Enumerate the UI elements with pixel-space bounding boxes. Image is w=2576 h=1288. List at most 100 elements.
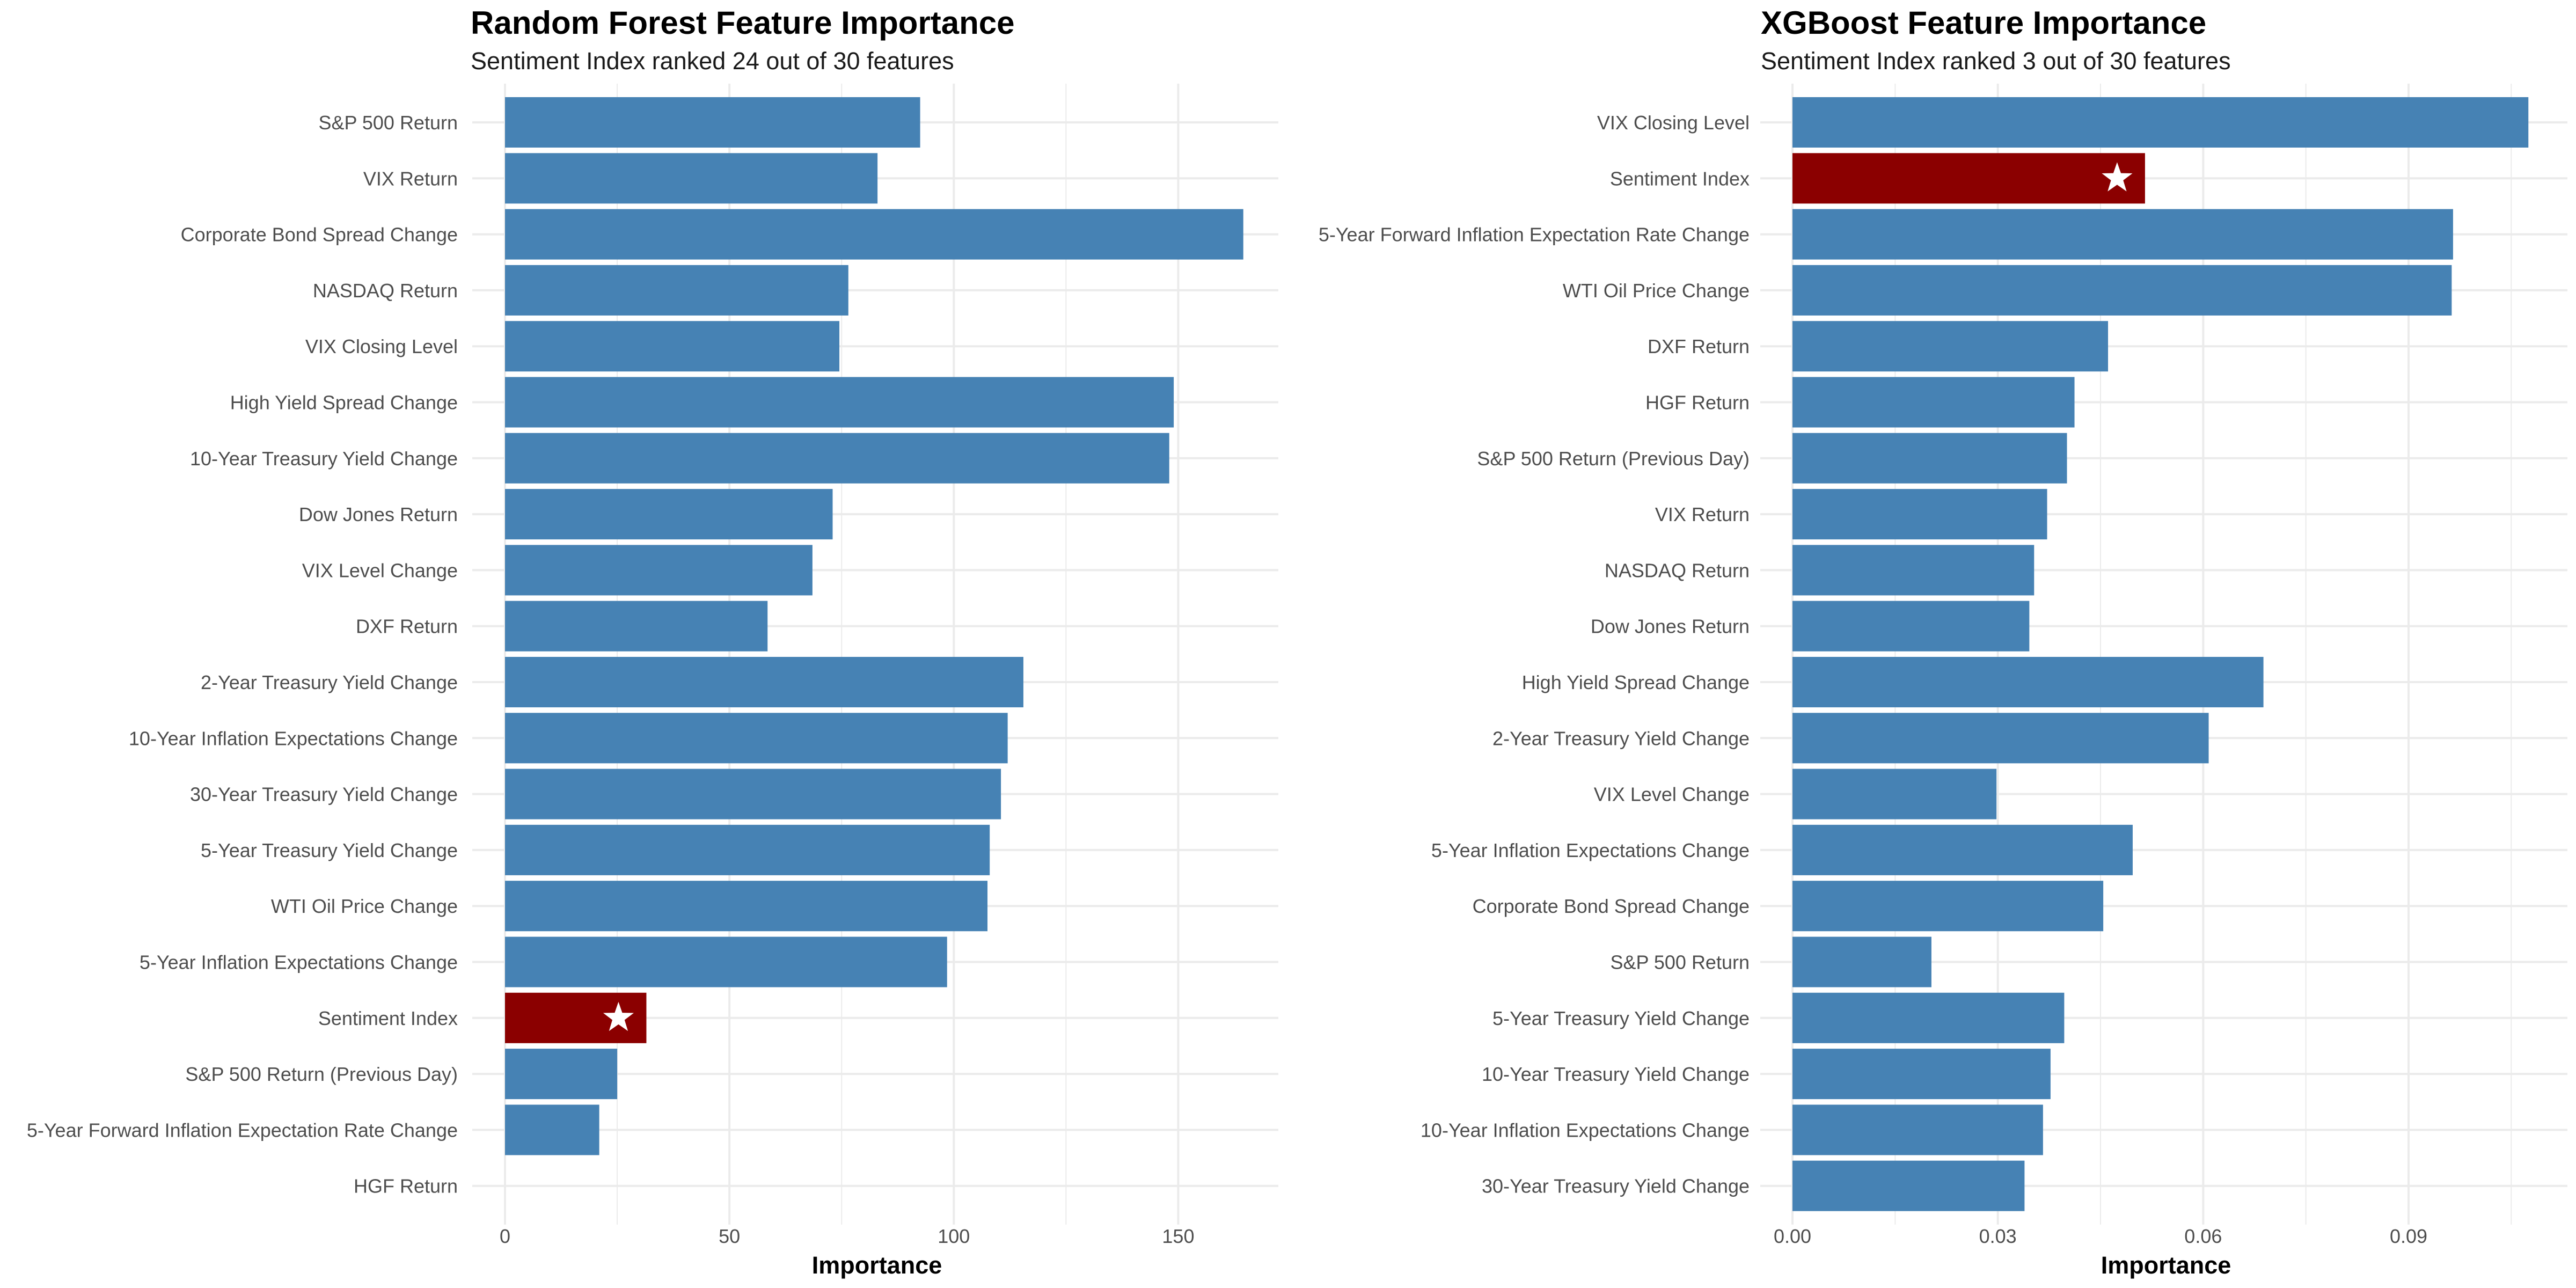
x-tick-label: 50 bbox=[719, 1225, 740, 1247]
bar bbox=[1792, 1160, 2025, 1211]
xgboost-chart: VIX Closing Level Sentiment Index 5-Year F… bbox=[1319, 83, 2567, 1247]
category-label: Dow Jones Return bbox=[1591, 616, 1750, 638]
bar bbox=[505, 321, 840, 372]
bar bbox=[1792, 321, 2109, 372]
category-label: S&P 500 Return bbox=[1610, 952, 1750, 974]
bar bbox=[505, 601, 768, 652]
bar bbox=[1792, 209, 2453, 260]
bar bbox=[505, 153, 878, 204]
bar bbox=[505, 657, 1023, 707]
x-axis-title: Importance bbox=[2101, 1252, 2231, 1279]
bar bbox=[1792, 545, 2035, 596]
chart-title: Random Forest Feature Importance bbox=[471, 5, 1015, 41]
category-label: Sentiment Index bbox=[318, 1007, 458, 1029]
category-label: 10-Year Treasury Yield Change bbox=[1482, 1063, 1750, 1085]
x-tick-labels: 0.00 0.03 0.06 0.09 bbox=[1774, 1225, 2427, 1247]
category-label: VIX Return bbox=[363, 167, 458, 189]
bar bbox=[505, 209, 1243, 260]
category-label: 2-Year Treasury Yield Change bbox=[201, 671, 458, 693]
category-label: WTI Oil Price Change bbox=[271, 895, 458, 917]
category-label: VIX Level Change bbox=[302, 559, 458, 581]
chart-subtitle: Sentiment Index ranked 24 out of 30 feat… bbox=[471, 47, 954, 75]
category-label: 5-Year Forward Inflation Expectation Rat… bbox=[1319, 224, 1750, 246]
bars bbox=[505, 97, 1243, 1155]
bar bbox=[505, 489, 833, 540]
bar bbox=[1792, 936, 1931, 987]
highlight-bar bbox=[1792, 153, 2145, 204]
category-labels: VIX Closing Level Sentiment Index 5-Year F… bbox=[1319, 112, 1750, 1197]
star-marker-icon bbox=[603, 1001, 634, 1031]
bar bbox=[1792, 377, 2075, 428]
x-tick-label: 0.09 bbox=[2390, 1225, 2427, 1247]
x-tick-label: 0.06 bbox=[2184, 1225, 2222, 1247]
bar bbox=[505, 1049, 618, 1100]
category-label: DXF Return bbox=[356, 616, 458, 638]
bars bbox=[1792, 97, 2529, 1211]
x-tick-label: 100 bbox=[938, 1225, 970, 1247]
category-label: Corporate Bond Spread Change bbox=[1473, 895, 1750, 917]
x-tick-label: 0.03 bbox=[1979, 1225, 2017, 1247]
category-label: WTI Oil Price Change bbox=[1563, 280, 1750, 302]
x-tick-label: 0.00 bbox=[1774, 1225, 1811, 1247]
xgboost-panel: VIX Closing Level Sentiment Index 5-Year F… bbox=[1288, 0, 2576, 1288]
x-axis-title: Importance bbox=[811, 1252, 942, 1279]
category-label: 5-Year Inflation Expectations Change bbox=[140, 952, 458, 974]
bar bbox=[505, 881, 988, 932]
bar bbox=[1792, 265, 2452, 316]
category-label: 2-Year Treasury Yield Change bbox=[1492, 727, 1750, 749]
category-label: 30-Year Treasury Yield Change bbox=[190, 784, 458, 806]
category-label: 10-Year Treasury Yield Change bbox=[190, 448, 458, 470]
bar bbox=[1792, 824, 2133, 875]
category-label: 5-Year Treasury Yield Change bbox=[201, 839, 458, 861]
category-label: S&P 500 Return (Previous Day) bbox=[185, 1063, 458, 1085]
bar bbox=[505, 1104, 599, 1155]
bar bbox=[1792, 601, 2030, 652]
bar bbox=[1792, 713, 2209, 764]
bar bbox=[1792, 1104, 2043, 1155]
category-label: 10-Year Inflation Expectations Change bbox=[1421, 1119, 1750, 1141]
bar bbox=[505, 713, 1008, 764]
category-label: NASDAQ Return bbox=[1605, 559, 1750, 581]
x-tick-label: 150 bbox=[1162, 1225, 1194, 1247]
x-tick-labels: 0 50 100 150 bbox=[500, 1225, 1195, 1247]
category-label: Sentiment Index bbox=[1610, 167, 1750, 189]
bar bbox=[1792, 881, 2104, 932]
category-label: VIX Closing Level bbox=[305, 335, 458, 357]
category-label: 5-Year Forward Inflation Expectation Rat… bbox=[27, 1119, 458, 1141]
bar bbox=[505, 97, 920, 148]
category-label: S&P 500 Return bbox=[318, 112, 458, 134]
category-label: 5-Year Treasury Yield Change bbox=[1492, 1007, 1750, 1029]
chart-title: XGBoost Feature Importance bbox=[1761, 5, 2207, 41]
bar bbox=[505, 433, 1169, 484]
bar bbox=[1792, 657, 2264, 707]
category-label: 30-Year Treasury Yield Change bbox=[1482, 1175, 1750, 1197]
star-marker-icon bbox=[2102, 162, 2133, 192]
random-forest-chart: S&P 500 Return VIX Return Corporate Bond S… bbox=[27, 83, 1278, 1247]
bar bbox=[505, 377, 1174, 428]
category-label: 10-Year Inflation Expectations Change bbox=[129, 727, 458, 749]
category-label: High Yield Spread Change bbox=[1522, 671, 1750, 693]
category-label: VIX Return bbox=[1655, 503, 1750, 525]
bar bbox=[505, 265, 848, 316]
bar bbox=[505, 769, 1001, 819]
category-label: Corporate Bond Spread Change bbox=[181, 224, 458, 246]
category-label: Dow Jones Return bbox=[299, 503, 458, 525]
bar bbox=[1792, 769, 1997, 819]
category-label: High Yield Spread Change bbox=[230, 392, 458, 414]
bar bbox=[1792, 1049, 2051, 1100]
bar bbox=[505, 936, 947, 987]
bar bbox=[505, 545, 813, 596]
category-label: 5-Year Inflation Expectations Change bbox=[1431, 839, 1750, 861]
bar bbox=[1792, 489, 2047, 540]
category-label: HGF Return bbox=[354, 1175, 458, 1197]
category-label: HGF Return bbox=[1645, 392, 1750, 414]
category-label: VIX Level Change bbox=[1594, 784, 1750, 806]
category-label: NASDAQ Return bbox=[313, 280, 458, 302]
bar bbox=[1792, 97, 2529, 148]
category-labels: S&P 500 Return VIX Return Corporate Bond S… bbox=[27, 112, 458, 1197]
x-tick-label: 0 bbox=[500, 1225, 510, 1247]
category-label: VIX Closing Level bbox=[1597, 112, 1750, 134]
category-label: S&P 500 Return (Previous Day) bbox=[1477, 448, 1750, 470]
bar bbox=[1792, 433, 2067, 484]
